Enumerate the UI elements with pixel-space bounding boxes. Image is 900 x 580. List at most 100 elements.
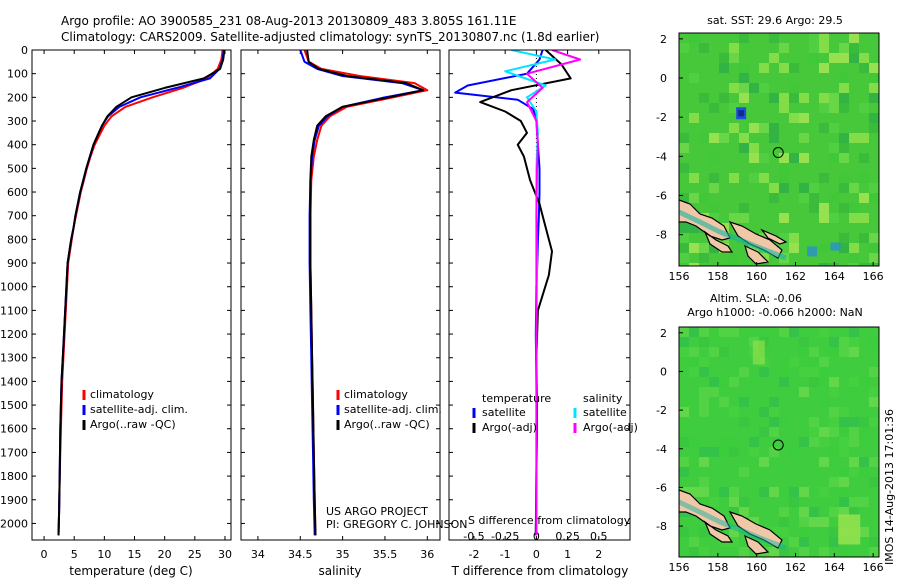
sla-cell (729, 537, 739, 547)
temperature-xtick-label: 30 (218, 548, 232, 561)
sla-cell (689, 367, 699, 377)
sst-cell (769, 33, 779, 43)
sst-cell (849, 203, 859, 213)
sst-cell (799, 153, 809, 163)
sst-cell (869, 93, 879, 103)
difference-xtick-label: 0 (533, 548, 540, 561)
sst-cell (819, 33, 829, 43)
sla-cell (699, 447, 709, 457)
sst-cell (829, 53, 839, 63)
temperature-xtick-label: 10 (97, 548, 111, 561)
sla-cell (859, 527, 869, 537)
sla-map-title-2: Argo h1000: -0.066 h2000: NaN (687, 306, 863, 319)
sst-cell (709, 213, 719, 223)
sst-blue-cell (830, 242, 841, 251)
temperature-xtick-label: 15 (128, 548, 142, 561)
sst-cell (789, 93, 799, 103)
sla-cell (819, 367, 829, 377)
sla-cell (829, 377, 839, 387)
sla-xtick-label: 156 (669, 561, 690, 574)
sst-cell (839, 153, 849, 163)
salinity-xtick-label: 34 (251, 548, 265, 561)
depth-tick-label: 200 (7, 91, 28, 104)
sst-cell (779, 63, 789, 73)
sla-cell (849, 497, 859, 507)
salinity-xtick-label: 34.5 (288, 548, 313, 561)
sst-ytick-label: 2 (660, 33, 667, 46)
sst-cell (719, 53, 729, 63)
sst-cell (729, 263, 739, 266)
salinity-legend-label: satellite-adj. clim. (344, 403, 442, 416)
sst-map: sat. SST: 29.6 Argo: 29.5 156 158 160 162 16… (656, 14, 884, 283)
temperature-panel: 0100200300400500600700800900100011001200… (0, 44, 232, 578)
temperature-legend: climatology satellite-adj. clim. Argo(..ra… (82, 388, 188, 431)
temperature-series-1 (57, 50, 225, 536)
difference-legend-label: satellite (482, 406, 526, 419)
sla-cell (769, 417, 779, 427)
sst-cell (709, 183, 719, 193)
sla-cell (839, 467, 849, 477)
sla-cell (809, 377, 819, 387)
sst-cell (729, 123, 739, 133)
depth-tick-label: 1500 (0, 399, 28, 412)
sla-cell (699, 487, 709, 497)
sst-cell (839, 203, 849, 213)
sla-ytick-label: -2 (656, 404, 667, 417)
sla-map-coast-teal (679, 499, 787, 551)
sla-cell (769, 427, 779, 437)
sla-cell (769, 397, 779, 407)
depth-tick-label: 400 (7, 139, 28, 152)
sst-map-frame (678, 32, 880, 267)
depth-tick-label: 600 (7, 186, 28, 199)
sla-map-field (679, 327, 879, 557)
sst-map-cells (679, 33, 879, 266)
sla-cell (809, 417, 819, 427)
sst-cell (859, 103, 869, 113)
difference-axes-frame (448, 49, 631, 541)
depth-tick-label: 1100 (0, 304, 28, 317)
sst-cell (749, 173, 759, 183)
sst-cell (759, 173, 769, 183)
sla-cell (809, 507, 819, 517)
header-line-1: Argo profile: AO 3900585_231 08-Aug-2013… (61, 14, 517, 28)
temperature-lines (57, 50, 226, 536)
sst-cell (739, 203, 749, 213)
sst-ytick-label: -4 (656, 150, 667, 163)
sst-cell (699, 93, 709, 103)
sst-cell (809, 193, 819, 203)
sla-cell (829, 427, 839, 437)
difference-legend-label: satellite (583, 406, 627, 419)
sst-cell (809, 33, 819, 43)
salinity-legend: climatology satellite-adj. clim. Argo(..ra… (336, 388, 442, 431)
depth-tick-label: 0 (21, 44, 28, 57)
depth-tick-label: 1300 (0, 352, 28, 365)
sla-cell (699, 477, 709, 487)
sla-cell (699, 387, 709, 397)
sst-cell (849, 253, 859, 263)
sla-cell (759, 407, 769, 417)
sst-cell (779, 173, 789, 183)
sla-cell (709, 387, 719, 397)
sst-ytick-label: -8 (656, 229, 667, 242)
temperature-ytick-labels: 0 100 200 300 400 500 600 700 800 900 1000 1100 1200… (0, 44, 28, 530)
sla-cell (679, 327, 689, 337)
difference-series-1 (479, 50, 572, 536)
sla-xtick-label: 160 (746, 561, 767, 574)
sla-cell (839, 417, 849, 427)
sla-cell (789, 497, 799, 507)
sla-cell (729, 437, 739, 447)
sla-cell (829, 347, 839, 357)
sst-cell (799, 183, 809, 193)
sst-cell (839, 43, 849, 53)
sst-cell (869, 263, 879, 266)
sla-cell (779, 527, 789, 537)
sla-cell (779, 547, 789, 557)
sst-cell (749, 153, 759, 163)
sst-cell (839, 143, 849, 153)
sla-cell (829, 527, 839, 537)
sla-cell (869, 387, 879, 397)
sla-cell (779, 367, 789, 377)
sst-cell (829, 153, 839, 163)
sla-cell (859, 537, 869, 547)
